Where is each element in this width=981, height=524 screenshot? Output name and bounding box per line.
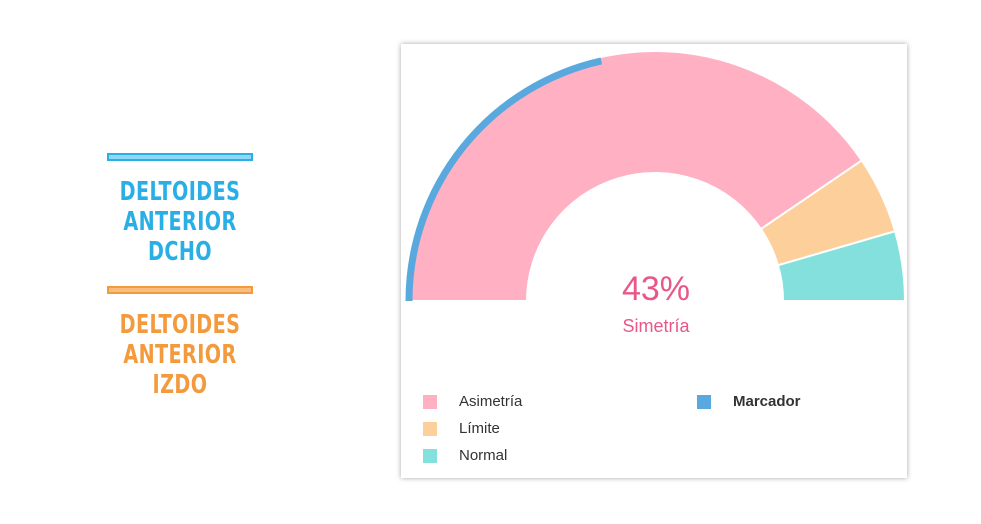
legend-right-side: DELTOIDES ANTERIOR DCHO: [40, 153, 320, 267]
gauge-segment-1: [403, 50, 864, 302]
legend-item-limite[interactable]: Límite: [423, 420, 500, 437]
left-side-swatch: [107, 286, 253, 294]
gauge-card: 43% Simetría Asimetría Límite Normal Mar…: [401, 44, 907, 478]
legend-item-marcador[interactable]: Marcador: [697, 393, 801, 410]
legend-swatch: [423, 421, 437, 436]
gauge-marker-arc: [405, 57, 603, 302]
right-side-swatch: [107, 153, 253, 161]
right-side-label: DELTOIDES ANTERIOR DCHO: [119, 177, 241, 267]
legend-swatch: [423, 394, 437, 409]
left-side-label: DELTOIDES ANTERIOR IZDO: [119, 310, 241, 400]
gauge-segment-3: [776, 230, 907, 302]
gauge-chart: [403, 50, 907, 302]
legend-left-side: DELTOIDES ANTERIOR IZDO: [40, 286, 320, 400]
legend-item-asimetria[interactable]: Asimetría: [423, 393, 522, 410]
legend-item-normal[interactable]: Normal: [423, 447, 507, 464]
legend-swatch: [423, 448, 437, 463]
legend-swatch: [697, 394, 711, 409]
center-value: 43%: [621, 270, 691, 308]
center-label: Simetría: [622, 316, 690, 336]
